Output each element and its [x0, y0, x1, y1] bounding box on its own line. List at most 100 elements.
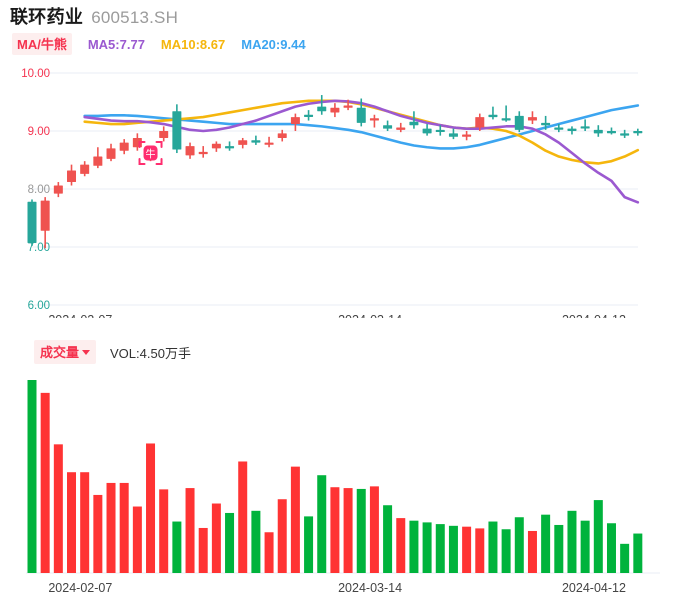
candle-body [53, 185, 63, 194]
marker-bracket [138, 141, 146, 149]
bull-signal-marker[interactable]: 牛 [138, 141, 163, 166]
volume-bar [80, 472, 90, 573]
volume-bar [198, 527, 208, 573]
volume-bar [541, 514, 551, 573]
candle-body [633, 131, 643, 134]
volume-bar [343, 488, 353, 573]
price-candlestick-chart[interactable]: 10.00 9.00 8.00 7.00 6.00 牛 2024-02-07 2024-03-… [0, 60, 686, 318]
volume-value-label: VOL:4.50万手 [110, 345, 191, 361]
price-y-tick-label: 9.00 [28, 126, 50, 138]
volume-bar [422, 522, 432, 573]
volume-bar [317, 475, 327, 573]
volume-bar [448, 525, 458, 573]
candle-body [580, 126, 590, 129]
volume-bar [554, 524, 564, 573]
candle-body [475, 117, 485, 128]
volume-bar [369, 486, 379, 573]
volume-bar [633, 533, 643, 573]
ma10-value: MA10:8.67 [160, 36, 226, 52]
volume-bar [330, 487, 340, 573]
volume-bar [119, 482, 129, 573]
volume-bar [383, 505, 393, 573]
price-y-tick-label: 10.00 [21, 68, 50, 80]
candle-body [238, 140, 248, 145]
candle-body [501, 118, 511, 121]
marker-label: 牛 [146, 148, 156, 161]
volume-bar [67, 472, 77, 573]
candle-body [462, 134, 472, 137]
candle-body [80, 164, 90, 174]
volume-bar [106, 482, 116, 573]
ma-indicator-badge[interactable]: MA/牛熊 [12, 33, 72, 55]
volume-bar [211, 503, 221, 573]
volume-bar [620, 543, 630, 573]
candle-body [172, 111, 182, 150]
volume-bar [225, 512, 235, 573]
candle-body [527, 117, 537, 121]
volume-x-tick-label: 2024-02-07 [48, 581, 112, 595]
candle-body [567, 128, 577, 131]
candle-body [264, 142, 274, 145]
marker-bracket [155, 158, 163, 166]
candle-body [251, 140, 261, 143]
candle-body [290, 117, 300, 125]
volume-bar [185, 488, 195, 573]
volume-bar [290, 466, 300, 573]
price-y-tick-label: 7.00 [28, 242, 50, 254]
volume-bar [40, 392, 50, 573]
candle-body [67, 170, 77, 183]
volume-badge-label: 成交量 [40, 345, 80, 360]
candle-body [198, 151, 208, 155]
candle-body [422, 128, 432, 134]
marker-bracket [138, 158, 146, 166]
volume-bar [435, 524, 445, 573]
price-chart-svg: 10.00 9.00 8.00 7.00 6.00 牛 2024-02-07 2024-03-… [21, 68, 643, 318]
price-y-tick-label: 6.00 [28, 300, 50, 312]
candle-body [304, 114, 314, 117]
volume-bar [132, 506, 142, 573]
candle-body [185, 146, 195, 156]
volume-bar [356, 488, 366, 573]
volume-bar [475, 528, 485, 573]
volume-bar [593, 500, 603, 573]
volume-bar [53, 444, 63, 573]
volume-bar [277, 499, 287, 573]
price-x-tick-label: 2024-04-12 [562, 313, 626, 318]
candle-body [106, 148, 116, 159]
candle-body [409, 121, 419, 126]
candle-body [225, 146, 235, 149]
chevron-down-icon[interactable] [82, 350, 91, 355]
volume-bar [159, 489, 169, 573]
volume-bar [172, 521, 182, 573]
volume-chart-svg: 2024-02-07 2024-03-14 2024-04-12 [26, 380, 660, 595]
candle-body [554, 127, 564, 130]
volume-bar [462, 526, 472, 573]
volume-bar [501, 529, 511, 573]
candle-body [593, 129, 603, 134]
volume-bar [264, 532, 274, 573]
candle-body [27, 201, 37, 243]
candle-body [448, 133, 458, 137]
price-x-tick-label: 2024-02-07 [48, 313, 112, 318]
volume-indicator-badge[interactable]: 成交量 [34, 340, 97, 364]
ma5-value: MA5:7.77 [87, 36, 145, 52]
marker-bracket [155, 141, 163, 149]
volume-header: 成交量 VOL:4.50万手 [0, 340, 686, 364]
candle-body [330, 107, 340, 113]
candle-body [159, 131, 169, 138]
candle-body [396, 127, 406, 130]
volume-x-tick-label: 2024-04-12 [562, 581, 626, 595]
stock-name: 联环药业 [10, 7, 84, 27]
candle-body [606, 131, 616, 134]
price-x-tick-label: 2024-03-14 [338, 313, 402, 318]
volume-bar [146, 443, 156, 573]
volume-bar [238, 461, 248, 573]
marker-chip [143, 145, 158, 161]
candle-body [541, 122, 551, 126]
volume-bar [567, 510, 577, 573]
candle-body [435, 129, 445, 133]
volume-bar [409, 520, 419, 573]
volume-bar-chart[interactable]: 2024-02-07 2024-03-14 2024-04-12 [0, 366, 686, 606]
volume-bar [251, 510, 261, 573]
